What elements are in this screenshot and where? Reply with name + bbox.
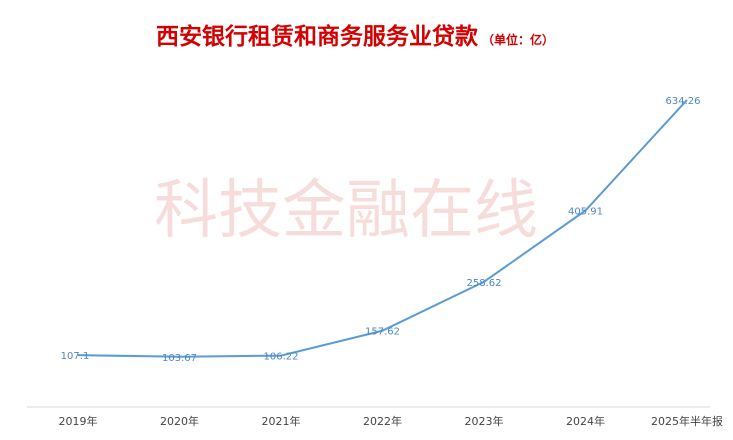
data-label: 258.62 [467, 278, 502, 289]
chart-unit: （单位：亿） [482, 32, 554, 47]
x-tick-label: 2019年 [59, 414, 98, 428]
x-tick-label: 2020年 [160, 414, 199, 428]
data-label: 106.22 [264, 352, 299, 363]
chart-title-group: 西安银行租赁和商务服务业贷款 （单位：亿） [156, 23, 554, 50]
data-label: 157.62 [365, 327, 400, 338]
x-tick-labels: 2019年 2020年 2021年 2022年 2023年 2024年 2025年半年报 [59, 414, 724, 428]
data-label: 634.26 [666, 96, 701, 107]
data-label: 107.1 [61, 351, 90, 362]
data-label: 103.67 [162, 353, 197, 364]
x-tick-label: 2023年 [465, 414, 504, 428]
data-labels: 107.1 103.67 106.22 157.62 258.62 405.91 634.2… [61, 96, 701, 364]
x-tick-label: 2024年 [566, 414, 605, 428]
x-tick-label: 2022年 [363, 414, 402, 428]
data-label: 405.91 [568, 206, 603, 217]
chart-title: 西安银行租赁和商务服务业贷款 [156, 23, 479, 50]
x-tick-label: 2021年 [262, 414, 301, 428]
series-line [77, 99, 688, 358]
watermark-text: 科技金融在线 [154, 174, 538, 248]
x-tick-label: 2025年半年报 [651, 414, 723, 428]
